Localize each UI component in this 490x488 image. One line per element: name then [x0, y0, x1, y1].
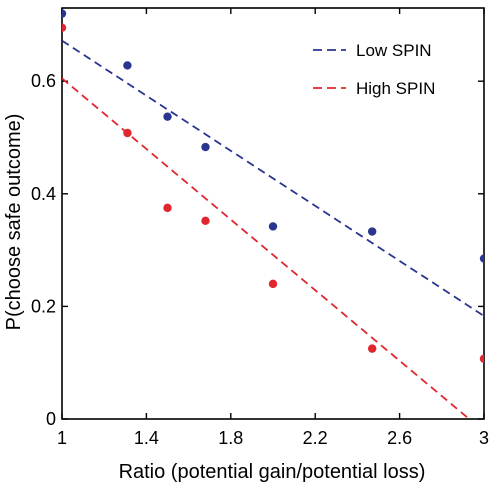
data-point-high-spin: [123, 128, 132, 138]
x-tick-label: 2.6: [387, 428, 412, 448]
plot-frame: [61, 7, 485, 420]
data-point-high-spin: [163, 203, 172, 213]
y-tick-label: 0: [46, 409, 56, 429]
data-point-high-spin: [62, 23, 67, 32]
x-axis-title: Ratio (potential gain/potential loss): [119, 461, 426, 483]
x-tick-label: 2.2: [303, 428, 328, 448]
y-tick-label: 0.2: [31, 296, 56, 316]
data-point-high-spin: [268, 279, 278, 289]
plot-area: 1 1.4 1.8 2.2 2.6 3 0 0.2 0.4 0.6 Low SPIN High SPI…: [31, 7, 489, 448]
y-axis-title: P(choose safe outcome): [3, 114, 25, 331]
data-point-low-spin: [62, 9, 67, 18]
legend-label-low-spin: Low SPIN: [356, 41, 432, 60]
x-tick-label: 3: [479, 428, 489, 448]
series-group: [62, 9, 484, 419]
data-point-high-spin: [479, 354, 484, 363]
data-point-low-spin: [268, 222, 278, 231]
y-tick-label: 0.6: [31, 71, 56, 91]
data-point-low-spin: [201, 142, 210, 152]
fit-line-high-spin: [62, 77, 470, 419]
x-tick-label: 1.8: [218, 428, 243, 448]
x-tick-label: 1: [57, 428, 67, 448]
data-point-low-spin: [479, 254, 484, 263]
x-tick-label: 1.4: [134, 428, 159, 448]
fit-line-low-spin: [62, 39, 484, 317]
data-point-high-spin: [201, 216, 210, 226]
data-point-low-spin: [123, 61, 132, 70]
legend-label-high-spin: High SPIN: [356, 79, 435, 98]
y-tick-label: 0.4: [31, 184, 56, 204]
data-point-high-spin: [367, 344, 377, 353]
data-point-low-spin: [163, 112, 172, 121]
data-point-low-spin: [367, 227, 377, 236]
